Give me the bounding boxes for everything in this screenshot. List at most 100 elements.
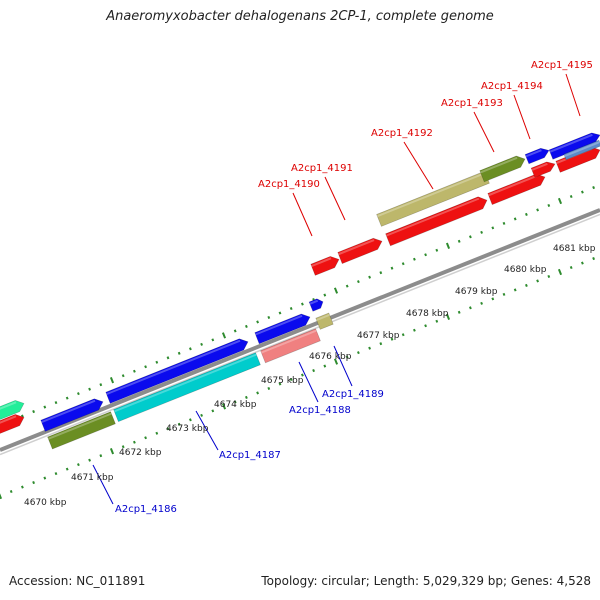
gene-arrow <box>308 298 324 312</box>
tick-mark <box>54 401 58 405</box>
tick-mark <box>312 369 315 373</box>
genome-backbone <box>0 208 600 456</box>
tick-mark <box>245 324 248 328</box>
tick-mark <box>32 410 35 414</box>
backbone-line <box>0 208 600 452</box>
gene-arrow <box>376 170 490 227</box>
tick-mark <box>547 274 551 279</box>
tick-mark <box>413 328 416 332</box>
gene-label: A2cp1_4192 <box>371 128 433 139</box>
tick-mark <box>445 242 451 249</box>
label-leader <box>513 94 531 140</box>
tick-mark <box>502 292 506 296</box>
tick-mark <box>592 186 595 190</box>
gene-label: A2cp1_4191 <box>291 163 353 174</box>
gene-arrow <box>113 352 261 422</box>
gene-arrow <box>385 196 488 247</box>
tick-mark <box>435 248 439 252</box>
backbone-highlight <box>0 213 600 456</box>
tick-mark <box>256 320 259 324</box>
tick-mark <box>368 346 371 350</box>
outer-tick-ring <box>0 186 595 429</box>
tick-mark <box>32 481 35 485</box>
gene-arrow <box>310 256 340 276</box>
gene-arrow <box>524 147 550 165</box>
tick-mark <box>289 377 293 382</box>
tick-mark <box>424 324 427 328</box>
tick-mark <box>333 358 339 365</box>
gene-labels: A2cp1_4190 A2cp1_4191 A2cp1_4192 A2cp1_4193… <box>115 60 593 515</box>
tick-mark <box>177 422 181 426</box>
tick-mark <box>278 311 282 315</box>
scale-label: 4673 kbp <box>166 424 209 434</box>
tick-mark <box>491 297 495 301</box>
tick-mark <box>155 431 159 435</box>
tick-mark <box>189 418 192 422</box>
gene-arrow <box>40 398 104 432</box>
tick-mark <box>54 472 58 476</box>
tick-mark <box>65 396 69 400</box>
tick-mark <box>211 409 215 413</box>
tick-mark <box>357 351 360 355</box>
tick-mark <box>469 235 472 239</box>
label-leader <box>298 361 319 403</box>
accession-text: Accession: NC_011891 <box>9 574 146 588</box>
label-leader <box>292 192 313 237</box>
tick-mark <box>379 342 383 346</box>
tick-mark <box>491 226 495 230</box>
tick-mark <box>144 365 147 369</box>
map-title: Anaeromyxobacter dehalogenans 2CP-1, com… <box>106 9 494 24</box>
tick-mark <box>536 279 539 283</box>
inner-tick-ring <box>0 257 595 500</box>
gene-label: A2cp1_4194 <box>481 81 543 92</box>
tick-mark <box>547 203 551 208</box>
tick-mark <box>200 413 203 417</box>
tick-mark <box>121 445 125 449</box>
tick-mark <box>525 283 528 287</box>
tick-mark <box>301 302 304 306</box>
tick-mark <box>166 356 170 360</box>
label-leader <box>473 111 495 153</box>
gene-label: A2cp1_4187 <box>219 450 281 461</box>
tick-mark <box>43 476 47 480</box>
tick-mark <box>267 386 271 391</box>
tick-mark <box>557 197 563 205</box>
tick-mark <box>0 493 3 500</box>
tick-mark <box>133 440 136 444</box>
tick-mark <box>301 373 304 377</box>
tick-mark <box>390 337 394 341</box>
scale-label: 4675 kbp <box>261 376 304 386</box>
gene-label: A2cp1_4189 <box>322 389 384 400</box>
scale-labels: 4670 kbp 4671 kbp 4672 kbp 4673 kbp 4674 kbp… <box>24 244 596 508</box>
tick-mark <box>401 262 405 266</box>
gene-label: A2cp1_4195 <box>531 60 593 71</box>
gene-arrow <box>337 237 383 264</box>
tick-mark <box>379 271 383 275</box>
tick-mark <box>368 275 371 279</box>
tick-mark <box>435 319 439 323</box>
tick-mark <box>144 436 147 440</box>
tick-mark <box>289 306 293 311</box>
genome-summary-text: Topology: circular; Length: 5,029,329 bp… <box>261 574 591 588</box>
tick-mark <box>525 212 528 216</box>
tick-mark <box>233 400 237 404</box>
scale-label: 4676 kbp <box>309 352 352 362</box>
tick-mark <box>109 377 115 384</box>
tick-mark <box>166 427 170 431</box>
tick-mark <box>323 293 327 297</box>
tick-mark <box>323 364 327 368</box>
tick-mark <box>569 265 573 270</box>
tick-mark <box>77 392 80 396</box>
tick-mark <box>536 208 539 212</box>
tick-mark <box>457 239 461 243</box>
tick-mark <box>155 360 159 364</box>
scale-label: 4680 kbp <box>504 265 547 275</box>
tick-mark <box>413 257 416 261</box>
label-leader <box>565 73 581 117</box>
gene-arrow <box>260 328 321 364</box>
tick-mark <box>345 355 349 359</box>
tick-mark <box>345 284 349 288</box>
label-leader <box>333 345 353 387</box>
tick-mark <box>278 382 282 386</box>
